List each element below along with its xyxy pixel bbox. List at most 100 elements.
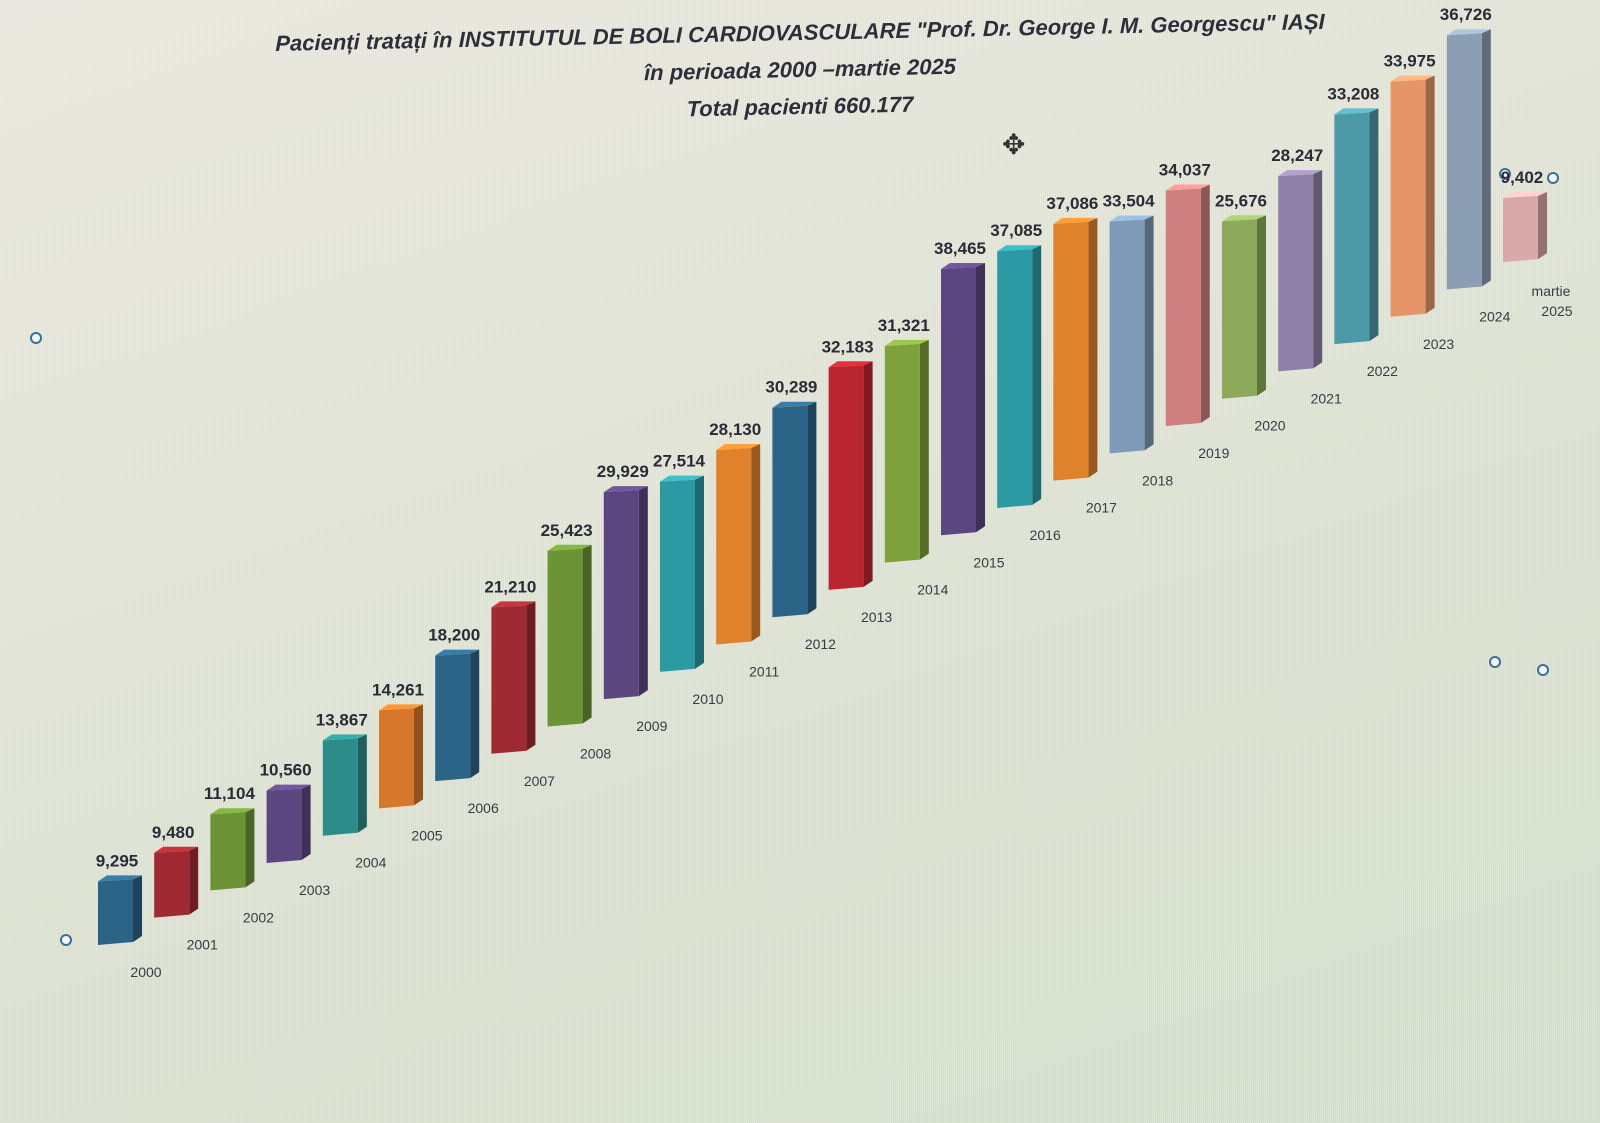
bar-top-face (435, 649, 480, 656)
x-tick-label: 2023 (1423, 336, 1454, 352)
bar-front-face (1222, 219, 1257, 399)
bar-2021[interactable] (1278, 170, 1323, 372)
bar-top-face (98, 875, 142, 882)
x-tick-label: 2020 (1254, 418, 1285, 434)
selection-handle[interactable] (30, 332, 42, 344)
x-tick-label: 2013 (861, 609, 892, 625)
bar-side-face (695, 475, 704, 669)
bar-front-face (266, 788, 302, 864)
x-tick-label: 2007 (524, 773, 555, 789)
bar-front-face (547, 548, 583, 727)
bar-front-face (1165, 188, 1201, 427)
x-tick-label: 2002 (243, 909, 274, 925)
x-tick-label: 2008 (580, 745, 611, 761)
bar-front-face (828, 365, 864, 590)
bar-side-face (357, 734, 367, 833)
bar-front-face (98, 879, 133, 945)
bar-2006[interactable] (435, 649, 480, 782)
bar-top-face (379, 704, 423, 711)
bar-side-face (301, 784, 311, 861)
selection-handle[interactable] (1489, 656, 1501, 668)
bar-2016[interactable] (997, 245, 1042, 508)
bar-2005[interactable] (379, 704, 423, 809)
bar-top-face (1222, 215, 1266, 222)
data-label: 31,321 (878, 316, 930, 335)
bar-side-face (919, 339, 929, 560)
bar-2000[interactable] (98, 875, 142, 945)
bar-top-face (1334, 108, 1379, 115)
bar-top-face (1503, 191, 1547, 198)
data-label: 36,726 (1440, 5, 1492, 24)
bar-top-face (997, 245, 1042, 252)
bar-side-face (1481, 29, 1491, 287)
bar-front-face (772, 405, 808, 618)
bar-front-face (1109, 219, 1145, 454)
bar-front-face (322, 738, 358, 836)
bar-side-face (1257, 215, 1266, 396)
bar-2023[interactable] (1390, 75, 1435, 317)
bar-top-face (491, 601, 536, 608)
data-label: 28,130 (709, 420, 761, 439)
data-label: 25,423 (541, 521, 593, 540)
x-tick-label: 2022 (1367, 363, 1398, 379)
data-label: 33,504 (1103, 192, 1156, 211)
bar-2012[interactable] (772, 401, 817, 618)
bar-2009[interactable] (603, 486, 648, 700)
bar-front-face (154, 850, 190, 918)
bar-2010[interactable] (660, 475, 704, 672)
data-label: 33,975 (1384, 52, 1436, 71)
bar-top-face (603, 486, 648, 493)
bar-front-face (1390, 79, 1426, 317)
x-tick-label: 2011 (749, 664, 779, 680)
selection-handle[interactable] (1547, 172, 1559, 184)
bar-2022[interactable] (1334, 108, 1379, 345)
bar-2001[interactable] (154, 846, 199, 918)
selection-handle[interactable] (1537, 664, 1549, 676)
bar-2007[interactable] (491, 601, 536, 754)
data-label: 30,289 (765, 378, 817, 397)
bar-side-face (1538, 191, 1547, 260)
bar-front-face (997, 249, 1033, 508)
bar-2004[interactable] (322, 734, 367, 836)
bar-top-face (660, 475, 704, 482)
selection-handle[interactable] (1499, 168, 1511, 180)
selection-handle[interactable] (60, 934, 72, 946)
bar-side-face (189, 846, 199, 915)
bar-side-face (1425, 75, 1435, 314)
x-tick-label: 2017 (1086, 500, 1117, 516)
bar-side-face (863, 361, 873, 587)
bar-2011[interactable] (716, 444, 761, 645)
bar-side-face (1144, 215, 1154, 451)
bar-top-face (772, 401, 817, 408)
bar-2015[interactable] (941, 262, 985, 536)
bar-2017[interactable] (1053, 217, 1098, 481)
bar-2014[interactable] (884, 339, 929, 563)
bar-2024[interactable] (1446, 29, 1491, 290)
x-tick-label: 2005 (411, 827, 442, 843)
bar-2019[interactable] (1165, 184, 1210, 427)
bar-2013[interactable] (828, 361, 873, 590)
bar-2003[interactable] (266, 784, 311, 864)
bar-2002[interactable] (210, 808, 255, 891)
x-tick-label: 2021 (1311, 390, 1342, 406)
bar-front-face (1278, 174, 1314, 372)
data-label: 28,247 (1271, 146, 1323, 165)
bar-side-face (751, 444, 761, 642)
bar-martie-2025[interactable] (1503, 191, 1547, 263)
data-label: 25,676 (1215, 191, 1267, 210)
bar-top-face (941, 262, 985, 269)
data-label: 34,037 (1159, 160, 1211, 179)
data-label: 10,560 (260, 761, 312, 780)
x-tick-label: 2004 (355, 855, 386, 871)
bar-front-face (379, 708, 414, 809)
bar-front-face (1053, 221, 1089, 481)
bar-2018[interactable] (1109, 215, 1154, 454)
bar-2008[interactable] (547, 544, 592, 727)
bar-side-face (1088, 217, 1098, 478)
bar-side-face (1313, 170, 1323, 369)
bar-side-face (133, 875, 142, 942)
bar-2020[interactable] (1222, 215, 1266, 399)
bar-front-face (1334, 112, 1370, 345)
bar-top-face (1278, 170, 1323, 177)
